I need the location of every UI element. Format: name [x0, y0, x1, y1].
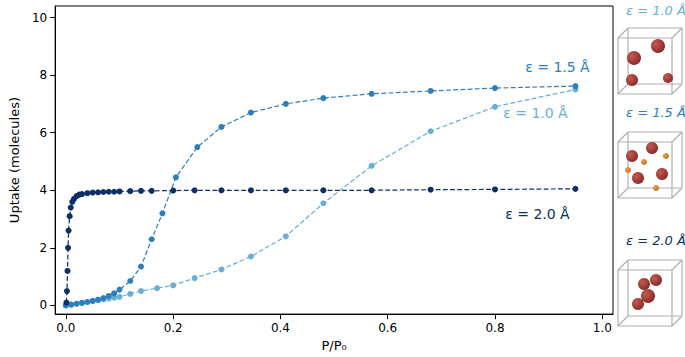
svg-text:ε = 2.0 Å: ε = 2.0 Å [626, 233, 685, 248]
svg-text:0.4: 0.4 [271, 321, 290, 335]
svg-text:0.8: 0.8 [485, 321, 504, 335]
svg-text:ε = 1.5 Å: ε = 1.5 Å [525, 59, 590, 75]
svg-text:10: 10 [32, 11, 47, 25]
svg-text:4: 4 [40, 183, 48, 197]
svg-text:6: 6 [40, 126, 48, 140]
svg-text:0: 0 [40, 298, 48, 312]
svg-text:P/P₀: P/P₀ [321, 338, 346, 353]
svg-text:8: 8 [40, 68, 48, 82]
svg-text:Uptake (molecules): Uptake (molecules) [7, 97, 22, 223]
svg-text:2: 2 [40, 241, 48, 255]
svg-text:ε = 1.0 Å: ε = 1.0 Å [626, 3, 685, 18]
svg-text:0.0: 0.0 [56, 321, 75, 335]
svg-text:0.6: 0.6 [378, 321, 397, 335]
svg-text:ε = 1.0 Å: ε = 1.0 Å [503, 105, 568, 121]
svg-text:1.0: 1.0 [593, 321, 612, 335]
svg-text:ε = 2.0 Å: ε = 2.0 Å [505, 206, 570, 222]
svg-text:ε = 1.5 Å: ε = 1.5 Å [626, 105, 685, 120]
svg-text:0.2: 0.2 [164, 321, 183, 335]
